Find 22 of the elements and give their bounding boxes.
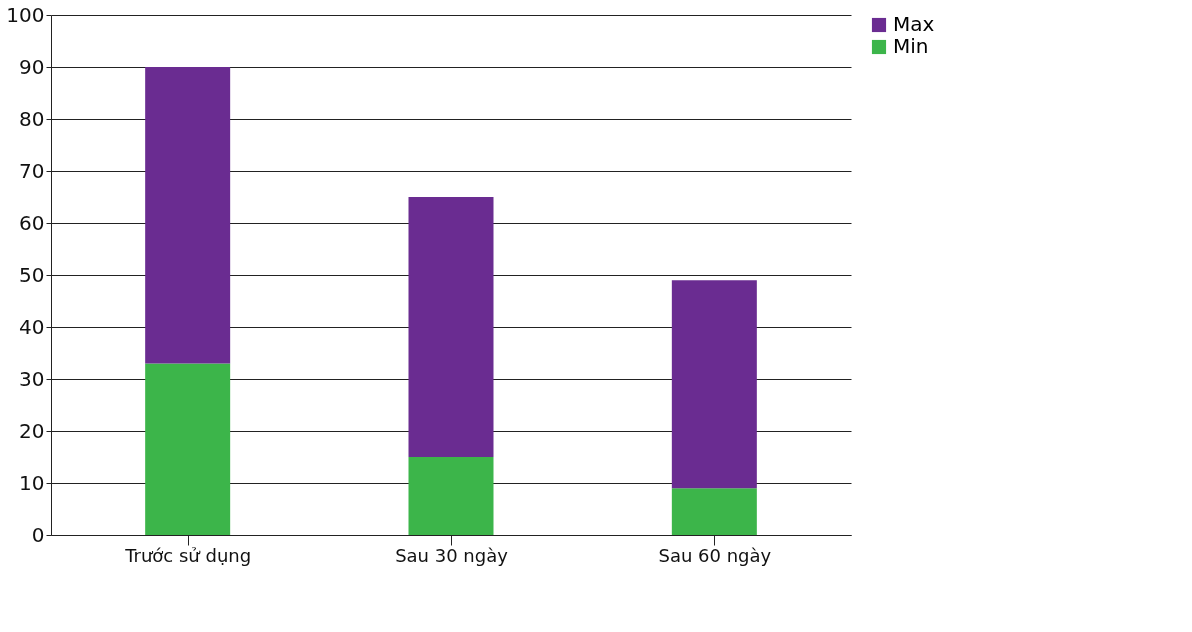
y-tick-label: 80	[19, 106, 45, 131]
bar	[671, 488, 757, 535]
y-tick-label: 10	[19, 470, 45, 495]
legend-label: Min	[893, 34, 929, 58]
x-tick-label: Trước sử dụng	[124, 544, 252, 566]
y-tick-label: 70	[19, 158, 45, 183]
x-tick-label: Sau 30 ngày	[395, 544, 509, 566]
y-tick-label: 90	[19, 54, 45, 79]
bar	[408, 457, 494, 535]
y-tick-label: 50	[19, 262, 45, 287]
y-tick-label: 0	[31, 522, 45, 547]
y-tick-label: 30	[19, 366, 45, 391]
bar	[145, 67, 231, 364]
bar	[145, 363, 231, 535]
bar	[671, 280, 757, 489]
bar	[408, 197, 494, 457]
y-tick-label: 60	[19, 210, 45, 235]
y-tick-label: 100	[6, 2, 45, 27]
y-tick-label: 20	[19, 418, 45, 443]
legend-label: Max	[893, 12, 935, 36]
y-tick-label: 40	[19, 314, 45, 339]
x-tick-label: Sau 60 ngày	[658, 544, 772, 566]
